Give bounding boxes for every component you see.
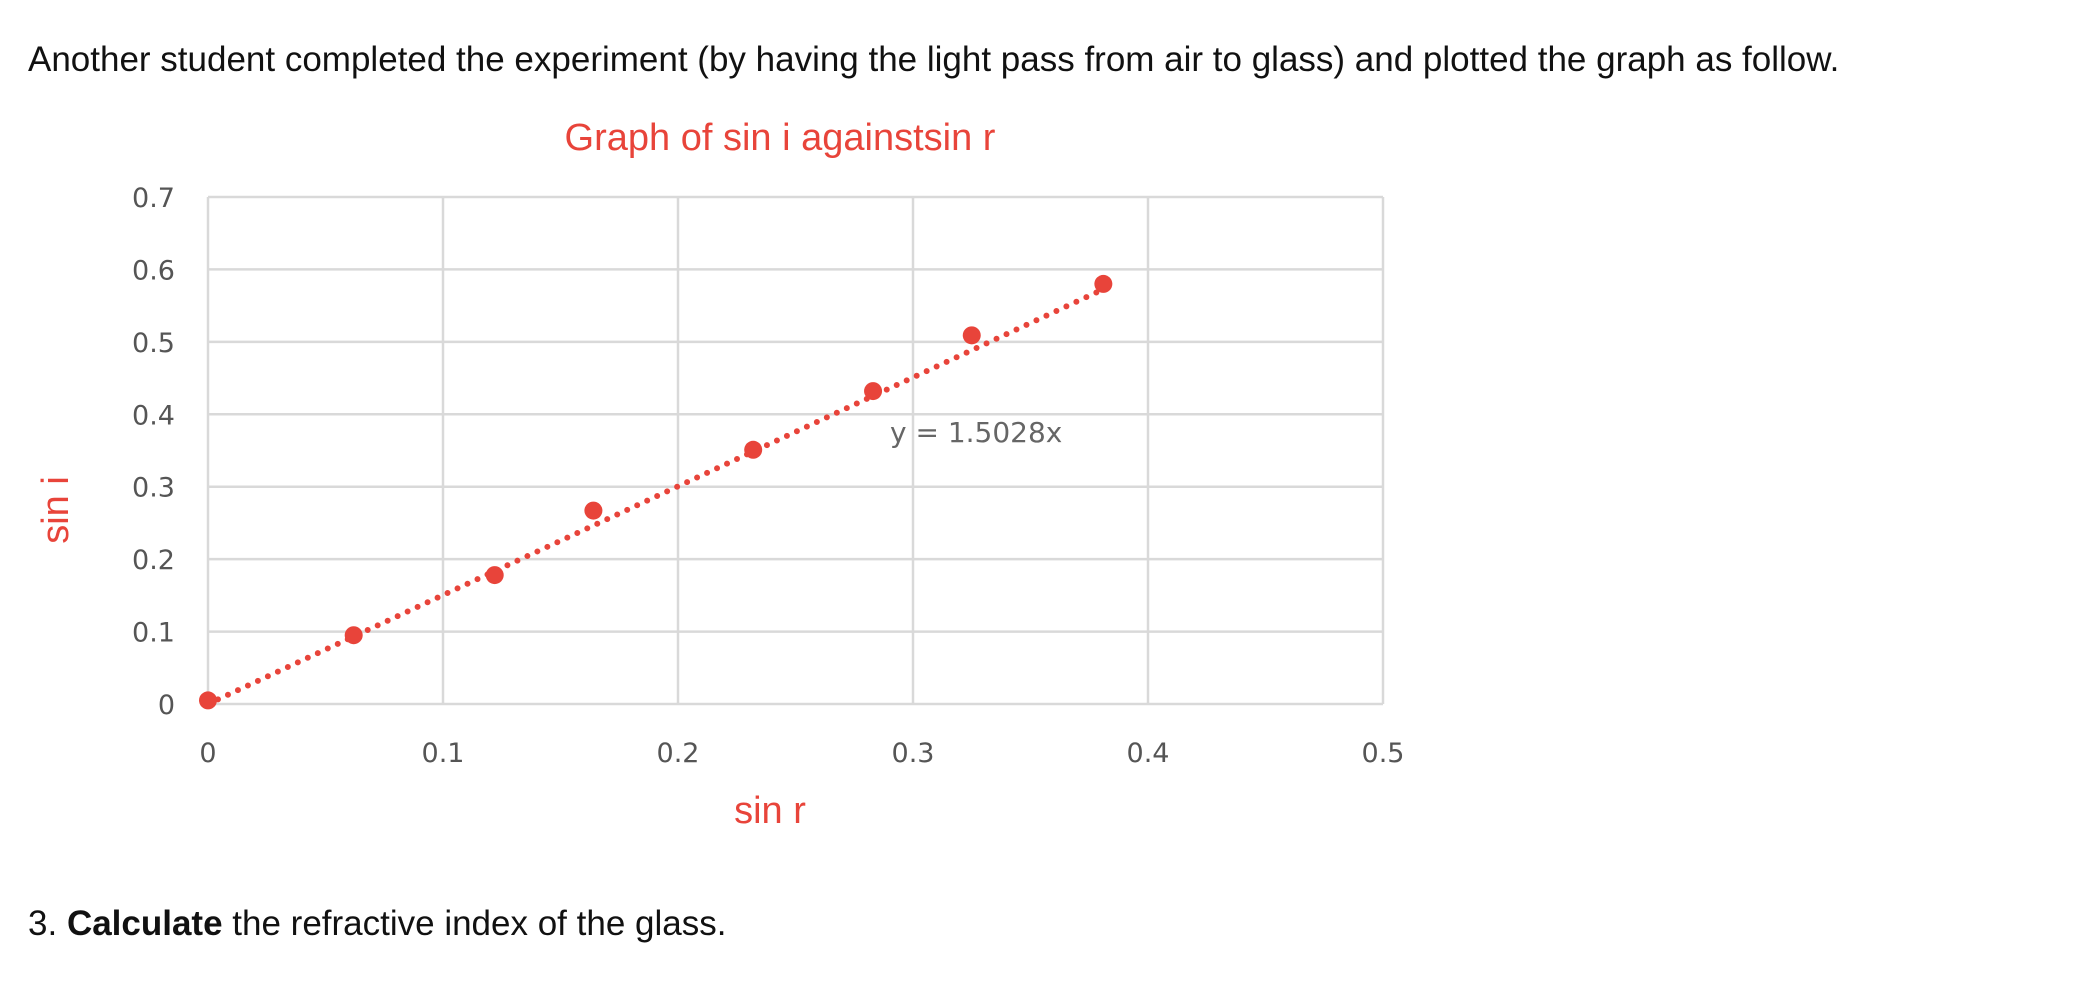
y-tick-label: 0.5: [132, 328, 175, 359]
chart-title: Graph of sin i againstsin r: [565, 117, 996, 159]
chart: Graph of sin i againstsin r 0 0.1 0.2 0.3 0.…: [35, 117, 1404, 832]
y-axis-label: sin i: [35, 476, 77, 544]
data-point: [962, 326, 981, 345]
trendline-layer: [205, 286, 1107, 707]
question-number: 3.: [28, 904, 58, 943]
grid: [206, 195, 1385, 706]
question-text: the refractive index of the glass.: [222, 904, 727, 943]
y-tick-label: 0: [158, 690, 175, 721]
points-layer: [199, 274, 1113, 710]
x-tick-label: 0.2: [657, 738, 700, 769]
data-point: [744, 440, 763, 459]
y-ticks: 0 0.1 0.2 0.3 0.4 0.5 0.6 0.7: [132, 183, 175, 721]
data-point: [1094, 274, 1113, 293]
data-point: [584, 501, 603, 520]
data-point: [864, 382, 883, 401]
data-point: [199, 691, 217, 710]
y-tick-label: 0.1: [132, 618, 175, 649]
x-tick-label: 0.5: [1362, 738, 1405, 769]
question-verb: Calculate: [66, 904, 223, 943]
y-tick-label: 0.7: [132, 183, 175, 214]
y-tick-label: 0.3: [132, 473, 175, 504]
y-tick-label: 0.4: [132, 400, 175, 431]
x-ticks: 0 0.1 0.2 0.3 0.4 0.5: [199, 738, 1404, 769]
trendline-equation: y = 1.5028x: [890, 416, 1062, 449]
x-axis-label: sin r: [734, 790, 806, 832]
x-tick-label: 0.4: [1127, 738, 1170, 769]
intro-text: Another student completed the experiment…: [28, 40, 1840, 79]
question: 3. Calculate the refractive index of the…: [28, 900, 726, 948]
data-point: [344, 626, 363, 645]
trendline: [205, 286, 1107, 707]
data-point: [485, 566, 504, 585]
x-tick-label: 0: [199, 738, 216, 769]
y-tick-label: 0.2: [132, 545, 175, 576]
x-tick-label: 0.3: [892, 738, 935, 769]
x-tick-label: 0.1: [422, 738, 465, 769]
y-tick-label: 0.6: [132, 255, 175, 286]
